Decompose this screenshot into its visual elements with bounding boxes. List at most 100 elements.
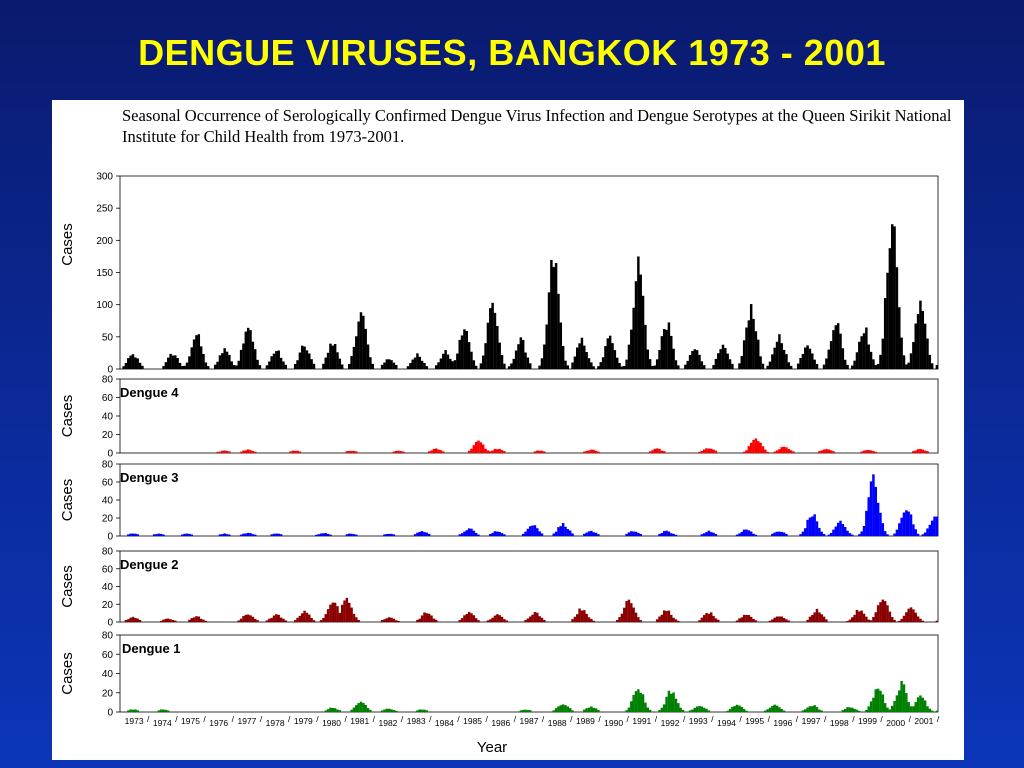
x-tick-label: 1999 bbox=[858, 716, 877, 726]
bar-dengue2 bbox=[698, 620, 701, 622]
bar-total bbox=[876, 363, 880, 369]
bar-total bbox=[519, 337, 523, 369]
x-tick-separator: / bbox=[288, 714, 291, 724]
bar-total bbox=[653, 365, 657, 369]
bar-dengue3 bbox=[670, 533, 673, 536]
bar-dengue3 bbox=[597, 534, 600, 536]
bar-dengue2 bbox=[427, 613, 431, 622]
bar-dengue2 bbox=[576, 614, 579, 622]
bar-total bbox=[176, 358, 179, 369]
bar-total bbox=[928, 354, 932, 369]
bar-dengue3 bbox=[742, 529, 746, 536]
bar-dengue4 bbox=[503, 451, 506, 453]
bar-dengue3 bbox=[905, 510, 908, 536]
bar-dengue3 bbox=[848, 533, 852, 536]
bar-total bbox=[265, 365, 269, 369]
bar-dengue2 bbox=[380, 619, 384, 622]
bar-total bbox=[545, 324, 548, 369]
x-tick-separator: / bbox=[824, 714, 827, 724]
bar-total bbox=[655, 359, 659, 369]
bar-total bbox=[754, 331, 758, 369]
bar-dengue2 bbox=[879, 602, 882, 622]
bar-dengue1 bbox=[637, 689, 640, 712]
bar-total bbox=[529, 363, 532, 369]
bar-dengue1 bbox=[594, 708, 598, 712]
bar-dengue2 bbox=[811, 615, 814, 622]
bar-total bbox=[411, 359, 414, 369]
bar-dengue3 bbox=[387, 533, 391, 536]
slide-title: DENGUE VIRUSES, BANGKOK 1973 - 2001 bbox=[138, 32, 886, 73]
bar-dengue2 bbox=[171, 620, 175, 622]
bar-total bbox=[900, 337, 903, 369]
bar-total bbox=[660, 336, 664, 369]
bar-dengue4 bbox=[914, 450, 917, 453]
bar-dengue4 bbox=[223, 450, 226, 453]
bar-dengue4 bbox=[253, 451, 257, 453]
bar-dengue3 bbox=[561, 523, 565, 536]
bar-dengue4 bbox=[239, 451, 243, 453]
bar-dengue2 bbox=[322, 617, 325, 622]
y-tick-label: 40 bbox=[102, 669, 114, 680]
bar-dengue2 bbox=[742, 614, 746, 622]
bar-total bbox=[383, 362, 386, 369]
bar-dengue3 bbox=[420, 531, 424, 536]
bar-dengue4 bbox=[742, 451, 746, 453]
bar-dengue2 bbox=[822, 616, 826, 622]
bar-dengue3 bbox=[587, 531, 591, 536]
bar-dengue3 bbox=[834, 526, 838, 536]
bar-dengue2 bbox=[298, 615, 302, 622]
bar-total bbox=[557, 293, 560, 369]
panel-label-dengue3: Dengue 3 bbox=[120, 470, 179, 485]
bar-total bbox=[204, 362, 208, 369]
bar-dengue1 bbox=[818, 709, 821, 712]
bar-total bbox=[747, 320, 751, 369]
bar-dengue2 bbox=[239, 618, 243, 622]
bar-dengue4 bbox=[296, 450, 299, 453]
bar-total bbox=[357, 321, 360, 369]
bar-dengue1 bbox=[630, 701, 633, 712]
bar-dengue1 bbox=[728, 708, 732, 712]
bar-dengue3 bbox=[385, 533, 389, 536]
bar-dengue1 bbox=[336, 709, 339, 712]
bar-dengue4 bbox=[442, 451, 445, 453]
bar-dengue2 bbox=[333, 602, 337, 622]
bar-dengue2 bbox=[533, 612, 537, 622]
bar-dengue1 bbox=[521, 709, 525, 712]
chart-dengue4: 0 20 40 60 80 Cases Dengue 4 bbox=[59, 375, 939, 460]
bar-total bbox=[905, 364, 908, 369]
y-tick-label: 80 bbox=[102, 547, 114, 558]
bar-dengue3 bbox=[912, 524, 915, 536]
bar-total bbox=[239, 349, 243, 369]
bar-total bbox=[484, 343, 487, 369]
bar-dengue1 bbox=[865, 709, 868, 712]
bar-dengue3 bbox=[348, 533, 351, 536]
bar-dengue3 bbox=[785, 533, 788, 536]
bar-dengue2 bbox=[432, 618, 436, 622]
bar-total bbox=[298, 352, 302, 369]
bar-dengue3 bbox=[879, 512, 882, 536]
bar-dengue2 bbox=[279, 617, 283, 622]
bar-total bbox=[780, 343, 783, 369]
bar-dengue1 bbox=[698, 705, 701, 712]
x-tick-label: 1993 bbox=[689, 716, 708, 726]
bar-dengue2 bbox=[397, 620, 400, 622]
bar-dengue1 bbox=[764, 710, 767, 712]
bar-dengue1 bbox=[420, 709, 424, 712]
bar-dengue2 bbox=[536, 612, 539, 622]
bar-dengue3 bbox=[239, 534, 243, 536]
bar-total bbox=[329, 343, 332, 369]
bar-dengue1 bbox=[416, 710, 419, 712]
bar-dengue2 bbox=[472, 615, 476, 622]
bar-total bbox=[637, 256, 640, 369]
bar-total bbox=[310, 359, 313, 369]
bar-dengue2 bbox=[881, 599, 885, 622]
bar-dengue3 bbox=[225, 534, 229, 536]
bar-dengue4 bbox=[757, 441, 760, 453]
bar-dengue4 bbox=[474, 441, 478, 453]
bar-dengue2 bbox=[883, 601, 887, 622]
figure-caption: Seasonal Occurrence of Serologically Con… bbox=[122, 106, 952, 146]
bar-dengue1 bbox=[359, 701, 363, 712]
bar-dengue2 bbox=[310, 617, 313, 622]
bar-total bbox=[246, 327, 250, 369]
bar-dengue4 bbox=[590, 449, 593, 453]
